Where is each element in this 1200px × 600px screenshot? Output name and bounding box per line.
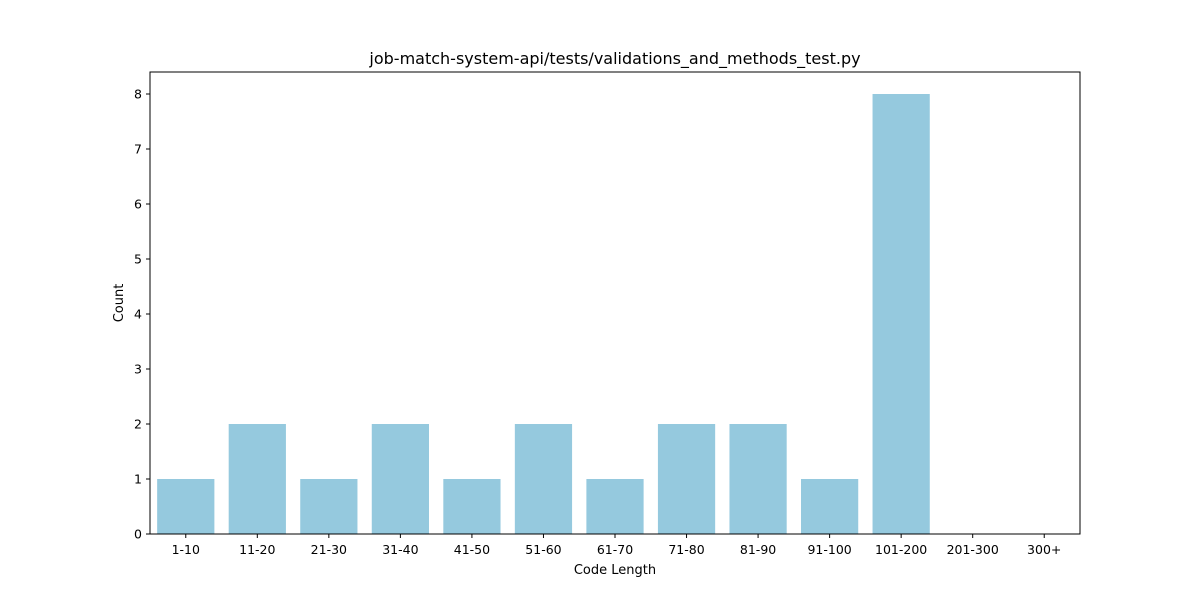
x-tick-label: 61-70 xyxy=(597,542,633,557)
bar-51-60 xyxy=(514,424,573,534)
x-axis-label: Code Length xyxy=(574,563,656,578)
y-tick-label: 1 xyxy=(134,472,142,487)
bars-group xyxy=(157,94,930,534)
bar-1-10 xyxy=(157,479,215,534)
x-tick-label: 1-10 xyxy=(172,542,200,557)
x-tick-label: 81-90 xyxy=(740,542,776,557)
bar-21-30 xyxy=(300,479,358,534)
y-axis-ticks: 0 1 2 3 4 5 6 7 8 xyxy=(134,87,150,542)
y-axis-label: Count xyxy=(112,284,127,323)
x-axis-ticks: 1-10 11-20 21-30 31-40 41-50 51-60 61-70 71-80 8… xyxy=(172,534,1061,557)
y-tick-label: 6 xyxy=(134,197,142,212)
y-tick-label: 8 xyxy=(134,87,142,102)
x-tick-label: 41-50 xyxy=(454,542,490,557)
x-tick-label: 21-30 xyxy=(311,542,347,557)
bar-81-90 xyxy=(729,424,787,534)
chart-title: job-match-system-api/tests/validations_a… xyxy=(368,49,860,69)
bar-71-80 xyxy=(657,424,716,534)
x-tick-label: 300+ xyxy=(1027,542,1061,557)
x-tick-label: 201-300 xyxy=(947,542,999,557)
y-tick-label: 5 xyxy=(134,252,142,267)
bar-61-70 xyxy=(586,479,644,534)
bar-31-40 xyxy=(371,424,429,534)
y-tick-label: 4 xyxy=(134,307,142,322)
bar-91-100 xyxy=(801,479,859,534)
y-tick-label: 0 xyxy=(134,527,142,542)
y-tick-label: 7 xyxy=(134,142,142,157)
x-tick-label: 11-20 xyxy=(239,542,275,557)
x-tick-label: 31-40 xyxy=(382,542,418,557)
y-tick-label: 2 xyxy=(134,417,142,432)
y-tick-label: 3 xyxy=(134,362,142,377)
plot-frame xyxy=(149,71,1081,535)
bar-41-50 xyxy=(443,479,501,534)
x-tick-label: 101-200 xyxy=(875,542,927,557)
x-tick-label: 71-80 xyxy=(668,542,704,557)
x-tick-label: 91-100 xyxy=(807,542,851,557)
x-tick-label: 51-60 xyxy=(525,542,561,557)
bar-101-200 xyxy=(872,94,930,534)
bar-11-20 xyxy=(228,424,286,534)
